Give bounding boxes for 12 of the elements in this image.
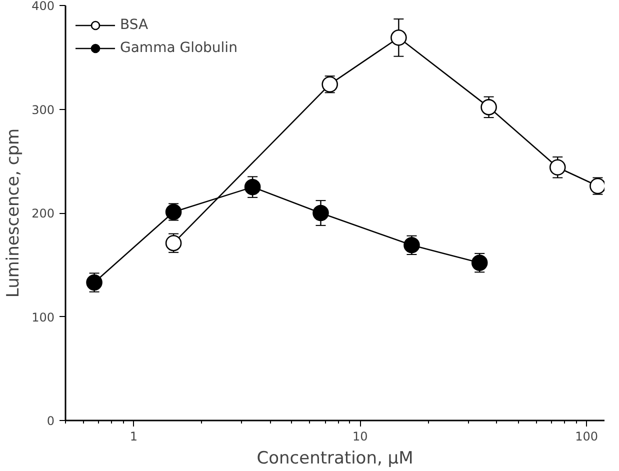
y-tick-label: 200 (32, 206, 54, 220)
x-tick-label: 100 (575, 430, 598, 444)
y-tick-label: 300 (32, 102, 54, 117)
x-tick-label: 10 (352, 430, 368, 444)
y-tick-label: 100 (32, 310, 54, 324)
x-tick-label: 1 (130, 430, 138, 444)
y-tick-label: 0 (46, 414, 55, 428)
x-axis-title: Concentration, μM (256, 448, 414, 468)
y-tick-label: 400 (32, 0, 54, 13)
legend-label: BSA (120, 17, 148, 33)
legend-label: Gamma Globulin (120, 40, 238, 56)
y-axis-title: Luminescence, cpm (4, 128, 24, 298)
